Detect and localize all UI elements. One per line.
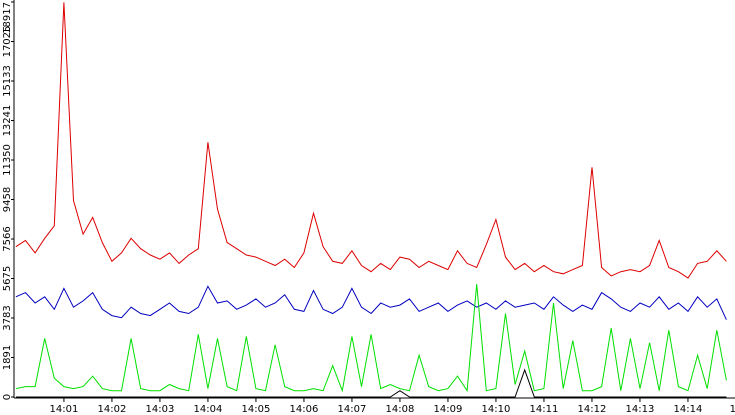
x-tick-label: 14 — [730, 404, 735, 415]
y-tick-label: 0 — [2, 394, 13, 400]
x-tick-label: 14:05 — [242, 404, 271, 415]
x-tick-label: 14:10 — [482, 404, 511, 415]
x-tick-label: 14:14 — [674, 404, 703, 415]
y-tick-label: 15133 — [2, 65, 13, 97]
x-tick-label: 14:07 — [338, 404, 367, 415]
x-tick-label: 14:02 — [98, 404, 127, 415]
y-tick-label: 5675 — [2, 266, 13, 291]
x-tick-label: 14:03 — [146, 404, 175, 415]
series-line — [15, 285, 727, 320]
y-tick-label: 18917 — [2, 2, 13, 34]
y-tick-label: 7566 — [2, 226, 13, 251]
y-tick-label: 17025 — [2, 26, 13, 58]
y-tick-label: 1891 — [2, 345, 13, 370]
y-tick-label: 11350 — [2, 144, 13, 176]
series-line — [15, 284, 727, 393]
x-tick-label: 14:06 — [290, 404, 319, 415]
y-tick-label: 9458 — [2, 187, 13, 212]
x-tick-label: 14:11 — [530, 404, 559, 415]
x-tick-label: 14:12 — [578, 404, 607, 415]
y-tick-label: 13241 — [2, 105, 13, 137]
y-tick-label: 3783 — [2, 305, 13, 330]
series-line — [15, 2, 727, 279]
x-tick-label: 14:09 — [434, 404, 463, 415]
x-tick-label: 14:08 — [386, 404, 415, 415]
x-tick-label: 14:13 — [626, 404, 655, 415]
x-tick-label: 14:04 — [194, 404, 223, 415]
x-tick-label: 14:01 — [50, 404, 79, 415]
series-line — [15, 368, 727, 398]
